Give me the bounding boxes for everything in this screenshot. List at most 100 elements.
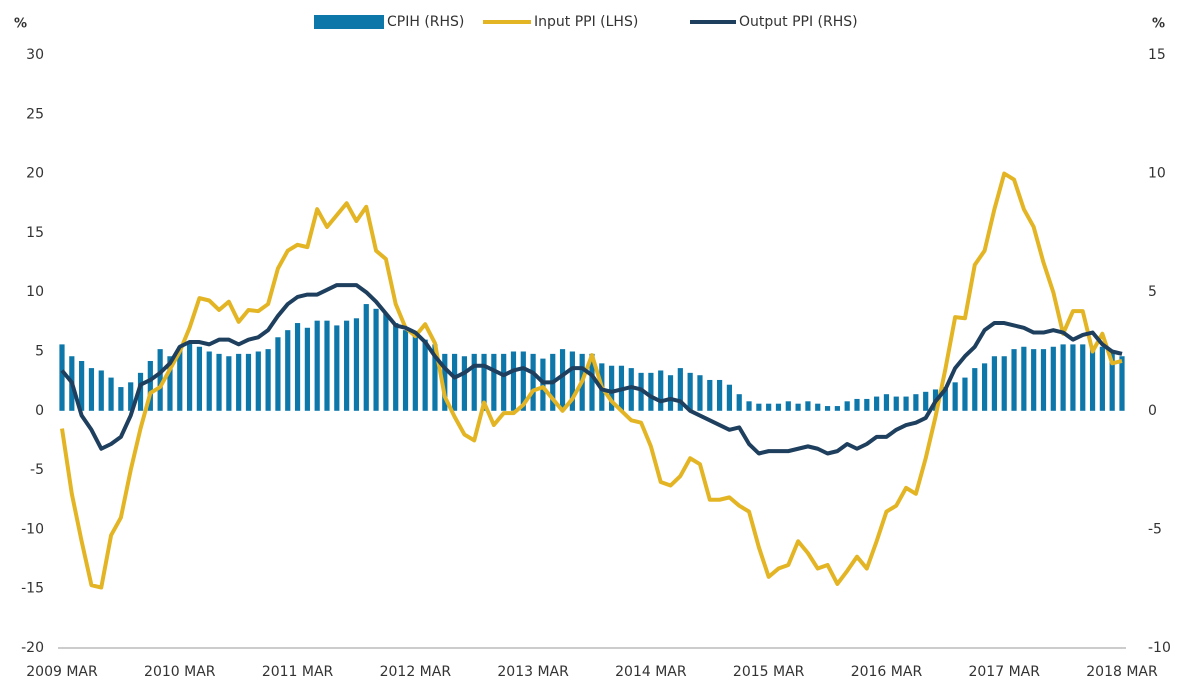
bar (1031, 349, 1037, 411)
bar (1040, 349, 1047, 411)
bar (285, 330, 291, 411)
bar (98, 370, 104, 411)
x-tick-label: 2010 MAR (144, 664, 216, 680)
bar (157, 349, 163, 411)
bar (236, 353, 242, 411)
y2-tick-label: 5 (1148, 284, 1157, 300)
bar (186, 342, 193, 411)
bar (147, 360, 153, 411)
bar (952, 382, 958, 411)
y-tick-label: 0 (35, 403, 44, 419)
bar (815, 403, 821, 411)
bar (383, 313, 389, 411)
bar (88, 368, 95, 411)
bar (1011, 349, 1017, 411)
bar (609, 365, 615, 411)
bar (1001, 356, 1007, 411)
bar (255, 351, 261, 411)
bar (1119, 356, 1125, 411)
bar (510, 351, 517, 411)
bar (736, 394, 742, 411)
bar (716, 379, 723, 411)
bar (766, 403, 772, 411)
bar (795, 403, 801, 411)
bar (874, 396, 880, 411)
bar (344, 320, 350, 411)
bar (648, 372, 654, 411)
bar (628, 368, 634, 411)
bar (658, 370, 664, 411)
bar (520, 351, 526, 411)
bar (471, 353, 477, 411)
bar (1070, 344, 1076, 411)
bar (373, 308, 379, 411)
bar (667, 375, 674, 411)
bar (530, 353, 536, 411)
line (60, 283, 1123, 456)
y-tick-label: 10 (26, 284, 44, 300)
legend-label: CPIH (RHS) (387, 14, 464, 30)
bar (501, 353, 507, 411)
bar (393, 323, 399, 411)
bar (756, 403, 762, 411)
y2-tick-label: -10 (1148, 640, 1171, 656)
bar (834, 406, 840, 411)
x-tick-label: 2016 MAR (851, 664, 923, 680)
y-tick-label: 15 (26, 225, 44, 241)
x-tick-label: 2017 MAR (968, 664, 1040, 680)
y-tick-label: -15 (21, 581, 44, 597)
bar (559, 349, 566, 411)
bar (314, 320, 320, 411)
bar (913, 394, 919, 411)
bar (79, 360, 85, 411)
x-tick-label: 2015 MAR (733, 664, 805, 680)
right-unit: % (1152, 17, 1165, 32)
bar (864, 398, 870, 411)
bar (137, 372, 144, 411)
bar (206, 351, 212, 411)
bar (746, 401, 752, 411)
bar (854, 398, 860, 411)
bar (785, 401, 791, 411)
y-tick-label: 5 (35, 344, 44, 360)
legend-swatch (314, 15, 384, 29)
bar (334, 325, 340, 411)
bar (177, 346, 183, 411)
bar (893, 396, 899, 411)
x-tick-label: 2014 MAR (615, 664, 687, 680)
bar (108, 377, 114, 411)
y-tick-label: -10 (21, 521, 44, 537)
y2-tick-label: 15 (1148, 47, 1166, 63)
bar (1050, 346, 1056, 411)
line (60, 171, 1123, 590)
bar (903, 396, 909, 411)
bar (962, 377, 968, 411)
y-tick-label: -20 (21, 640, 44, 656)
bar (363, 304, 369, 411)
bar (294, 323, 301, 411)
x-tick-label: 2009 MAR (26, 664, 98, 680)
bar (1109, 351, 1115, 411)
bar (883, 394, 890, 411)
bar (432, 344, 438, 411)
y2-tick-label: 0 (1148, 403, 1157, 419)
bar (981, 363, 988, 411)
bar (196, 346, 203, 411)
bar (972, 368, 978, 411)
bar (167, 356, 173, 411)
bar (265, 349, 271, 411)
x-tick-label: 2018 MAR (1086, 664, 1158, 680)
y2-tick-label: -5 (1148, 521, 1162, 537)
bar (412, 332, 418, 411)
bar (128, 382, 134, 411)
bar (442, 353, 448, 411)
bar (491, 353, 497, 411)
bar (923, 391, 929, 411)
bar (726, 384, 733, 411)
bar (1021, 346, 1027, 411)
bar (59, 344, 65, 411)
bar (707, 379, 713, 411)
y-tick-label: -5 (30, 462, 44, 478)
legend-label: Input PPI (LHS) (534, 14, 638, 30)
bar (461, 356, 468, 411)
